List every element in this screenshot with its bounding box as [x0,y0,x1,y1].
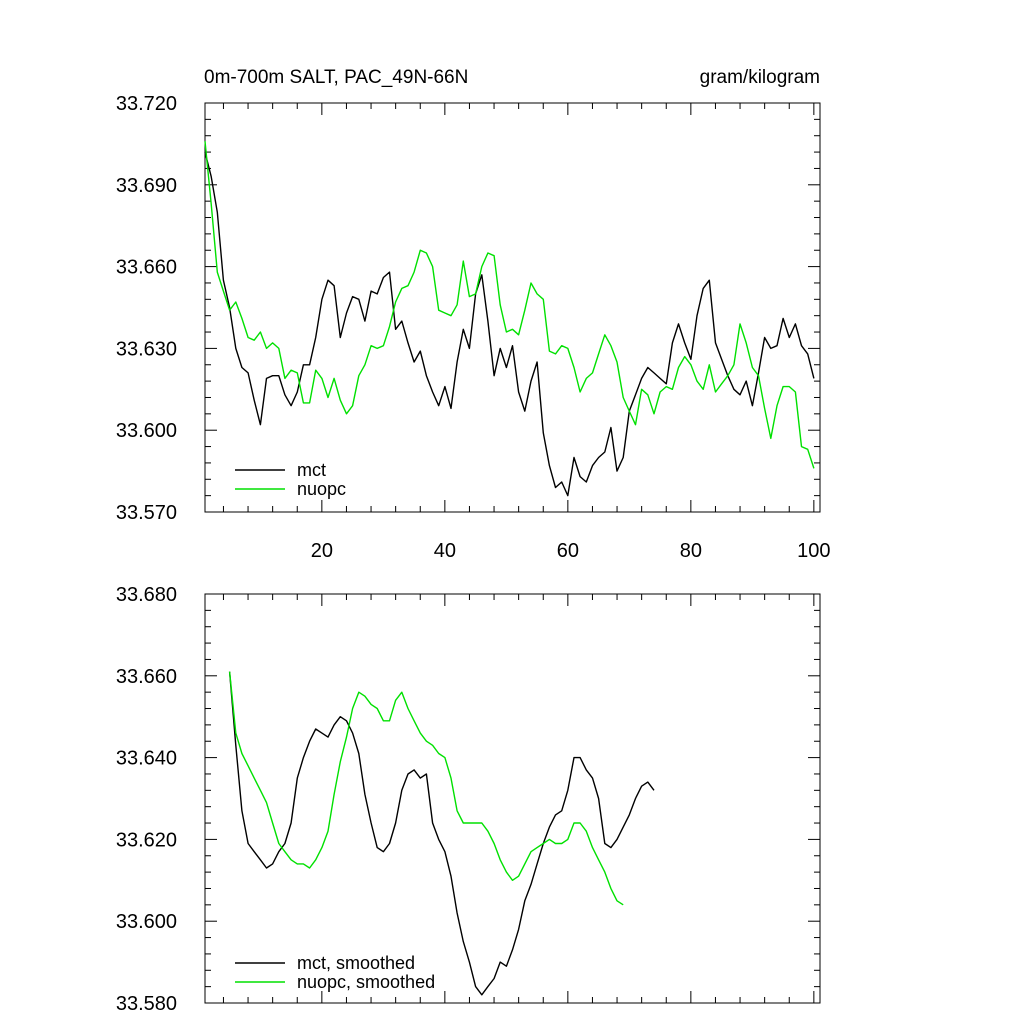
y-tick-label: 33.660 [116,666,177,688]
x-tick-label: 60 [557,540,579,562]
series-line-nuopc [228,671,624,906]
plot-frame [204,593,821,1004]
y-tick-label: 33.570 [116,502,177,524]
chart-units: gram/kilogram [700,67,820,88]
series-line-nuopc [204,141,815,469]
y-tick-label: 33.660 [116,257,177,279]
x-tick-label: 80 [680,540,702,562]
y-tick-label: 33.640 [116,748,177,770]
y-tick-label: 33.680 [116,584,177,606]
x-tick-label: 40 [434,540,456,562]
y-tick-label: 33.630 [116,338,177,360]
series-line-mct [228,671,655,996]
x-tick-label: 20 [311,540,333,562]
y-tick-label: 33.690 [116,175,177,197]
legend-label: nuopc [297,479,346,499]
y-tick-label: 33.620 [116,829,177,851]
x-tick-label: 100 [797,540,830,562]
chart-title: 0m-700m SALT, PAC_49N-66N [204,67,468,88]
series-line-mct [204,151,815,497]
panel-top-salinity: 0m-700m SALT, PAC_49N-66N gram/kilogram … [116,67,831,562]
panel-bottom-smoothed: 33.580 33.600 33.620 33.640 33.660 33.680 mct,… [116,584,821,1015]
plot-frame [204,102,821,513]
legend-label: mct, smoothed [297,953,415,973]
legend-label: mct [297,460,326,480]
y-tick-label: 33.600 [116,420,177,442]
y-tick-label: 33.600 [116,911,177,933]
y-tick-label: 33.580 [116,993,177,1015]
legend-label: nuopc, smoothed [297,972,435,992]
y-tick-label: 33.720 [116,93,177,115]
